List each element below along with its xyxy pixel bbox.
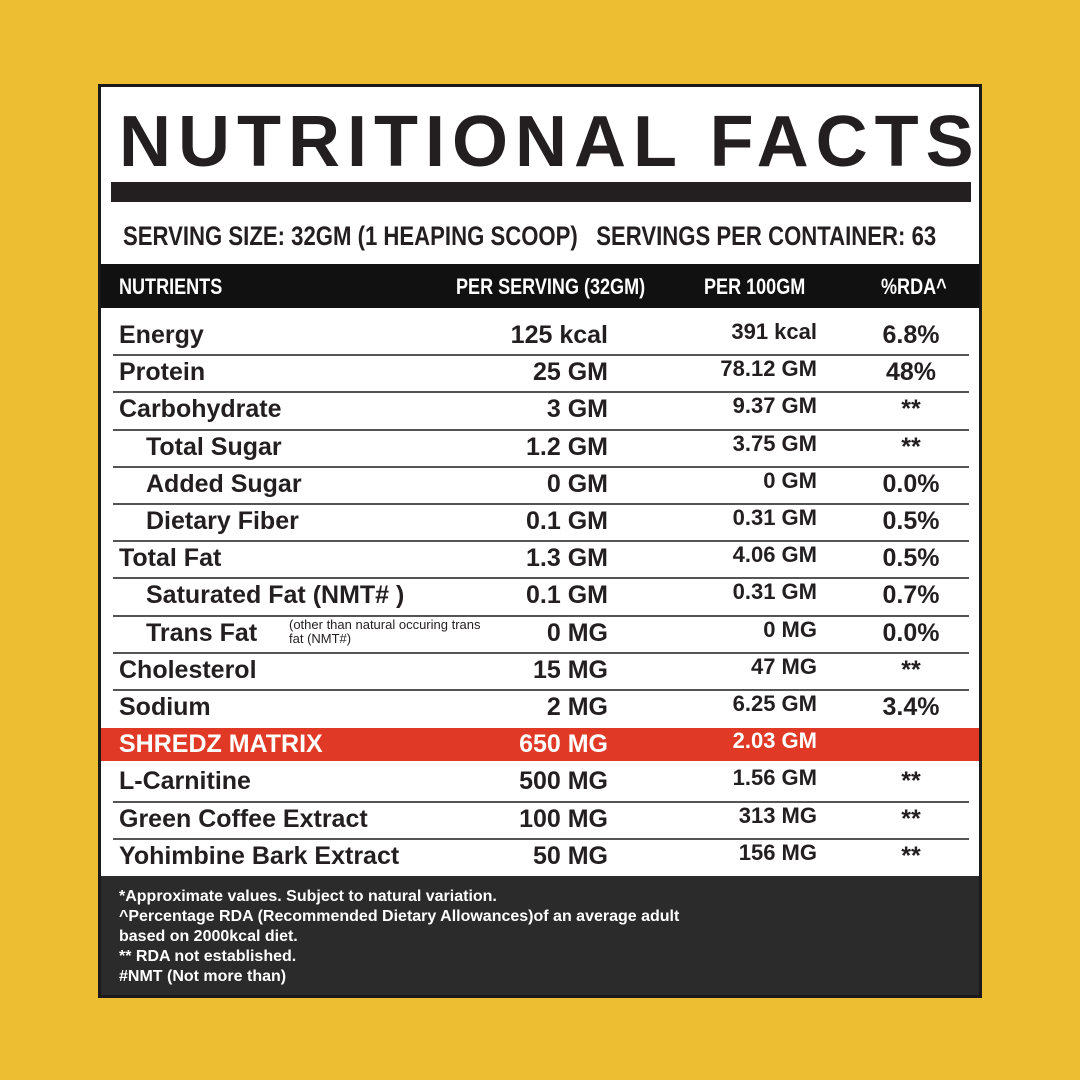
row-divider: [113, 689, 969, 691]
nutrient-name: Energy: [119, 321, 204, 349]
per-100g: 47 MG: [750, 653, 817, 679]
footnotes: *Approximate values. Subject to natural …: [101, 876, 979, 995]
row-divider: [113, 651, 969, 654]
per-100g: 9.37 GM: [732, 393, 817, 419]
row-divider: [113, 354, 969, 357]
column-header: PER 100GM: [704, 274, 806, 299]
rda: 0.5%: [882, 544, 940, 573]
rda: 6.8%: [882, 321, 940, 349]
rda: **: [901, 432, 921, 461]
per-100g: 4.06 GM: [732, 542, 817, 568]
per-100g: 0 GM: [763, 467, 817, 493]
per-100g: 6.25 GM: [732, 691, 817, 716]
nutrient-name: Yohimbine Bark Extract: [119, 841, 400, 870]
per-serving: 0.1 GM: [526, 581, 608, 610]
column-header: NUTRIENTS: [119, 274, 223, 299]
footnote: ** RDA not established.: [119, 948, 297, 965]
row-divider: [113, 614, 969, 617]
rda: **: [901, 841, 921, 870]
footnote: ^Percentage RDA (Recommended Dietary All…: [119, 908, 680, 925]
rda: **: [901, 767, 921, 796]
nutrient-note: (other than natural occuring trans fat (…: [289, 616, 481, 646]
nutrient-name: Protein: [119, 358, 206, 387]
nutrient-name: Cholesterol: [119, 655, 257, 684]
per-serving: 500 MG: [519, 767, 608, 796]
nutrient-name: Saturated Fat (NMT# ): [146, 581, 405, 610]
per-serving: 15 MG: [532, 655, 608, 684]
table-header: NUTRIENTS PER SERVING (32GM) PER 100GM %RDA…: [101, 264, 979, 308]
per-100g: 1.56 GM: [732, 765, 817, 791]
per-serving: 2 MG: [546, 693, 608, 721]
highlight-band: [101, 728, 979, 762]
per-serving: 100 MG: [519, 804, 608, 833]
per-100g: 0.31 GM: [732, 505, 817, 530]
nutrient-name: Carbohydrate: [119, 395, 282, 424]
row-divider: [113, 837, 969, 840]
per-serving: 3 GM: [546, 395, 608, 424]
rda: 3.4%: [882, 693, 940, 721]
nutrient-name: Green Coffee Extract: [119, 804, 368, 833]
row-divider: [113, 391, 969, 394]
per-serving: 125 kcal: [510, 321, 608, 349]
nutrient-name: SHREDZ MATRIX: [119, 730, 323, 759]
per-100g: 313 MG: [738, 802, 817, 828]
row-divider: [113, 800, 969, 803]
footnote: #NMT (Not more than): [119, 968, 287, 985]
row-divider: [113, 577, 969, 580]
rda: 0.0%: [882, 469, 940, 498]
per-serving: 650 MG: [519, 730, 608, 759]
per-serving: 25 GM: [532, 358, 608, 387]
footnote: based on 2000kcal diet.: [119, 928, 298, 945]
nutrient-name: Trans Fat: [146, 618, 258, 647]
footnote: *Approximate values. Subject to natural …: [119, 888, 497, 905]
per-100g: 0.31 GM: [732, 579, 817, 605]
column-header: PER SERVING (32GM): [456, 274, 646, 299]
per-100g: 78.12 GM: [720, 356, 817, 382]
row-divider: [113, 540, 969, 543]
per-serving: 1.3 GM: [526, 544, 608, 573]
nutrient-name: Added Sugar: [146, 469, 302, 498]
rda: 0.7%: [882, 581, 940, 610]
title-bar: [111, 182, 971, 202]
per-100g: 391 kcal: [731, 319, 817, 344]
per-100g: 156 MG: [738, 839, 817, 865]
per-serving: 0 MG: [546, 618, 608, 647]
rda: **: [901, 655, 921, 684]
per-serving: 1.2 GM: [526, 432, 608, 461]
rda: 0.5%: [882, 507, 940, 535]
per-100g: 0 MG: [763, 616, 817, 642]
row-divider: [113, 428, 969, 431]
rda: 0.0%: [882, 618, 940, 647]
label-panel: NUTRITIONAL FACTS SERVING SIZE: 32GM (1 …: [98, 84, 982, 998]
rda: 48%: [885, 358, 937, 387]
per-100g: 2.03 GM: [732, 728, 817, 754]
serving-info: SERVING SIZE: 32GM (1 HEAPING SCOOP) SER…: [123, 221, 937, 251]
rda: **: [901, 804, 921, 833]
per-100g: 3.75 GM: [732, 430, 817, 456]
nutrient-name: Sodium: [119, 693, 211, 721]
per-serving: 0.1 GM: [526, 507, 608, 535]
per-serving: 0 GM: [546, 469, 608, 498]
row-divider: [113, 503, 969, 505]
nutrient-name: Total Fat: [119, 544, 222, 573]
rda: **: [901, 395, 921, 424]
per-serving: 50 MG: [532, 841, 608, 870]
nutrient-name: Total Sugar: [146, 432, 282, 461]
nutrient-name: L-Carnitine: [119, 767, 251, 796]
row-divider: [113, 465, 969, 468]
title: NUTRITIONAL FACTS: [119, 102, 981, 182]
nutrient-name: Dietary Fiber: [146, 507, 299, 535]
column-header: %RDA^: [881, 274, 947, 299]
